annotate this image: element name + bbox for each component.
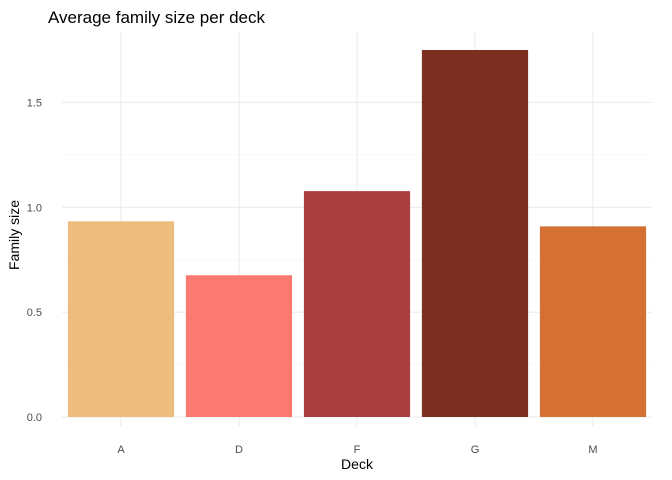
y-axis-tick-labels: 0.0 0.5 1.0 1.5	[27, 97, 42, 424]
bar-G	[421, 50, 529, 417]
y-tick-label: 1.5	[27, 97, 42, 109]
chart-title: Average family size per deck	[48, 8, 266, 27]
x-tick-label: D	[235, 444, 243, 456]
bar-M	[539, 226, 647, 417]
bar-D	[185, 275, 293, 417]
bars	[67, 50, 647, 417]
y-tick-label: 1.0	[27, 202, 42, 214]
bar-A	[67, 221, 175, 417]
x-tick-label: M	[588, 444, 597, 456]
bar-F	[303, 191, 411, 417]
x-axis-title: Deck	[341, 456, 374, 472]
y-axis-title: Family size	[6, 200, 22, 270]
y-tick-label: 0.5	[27, 307, 42, 319]
x-tick-label: G	[471, 444, 480, 456]
x-tick-label: F	[354, 444, 361, 456]
y-tick-label: 0.0	[27, 412, 42, 424]
x-tick-label: A	[117, 444, 125, 456]
